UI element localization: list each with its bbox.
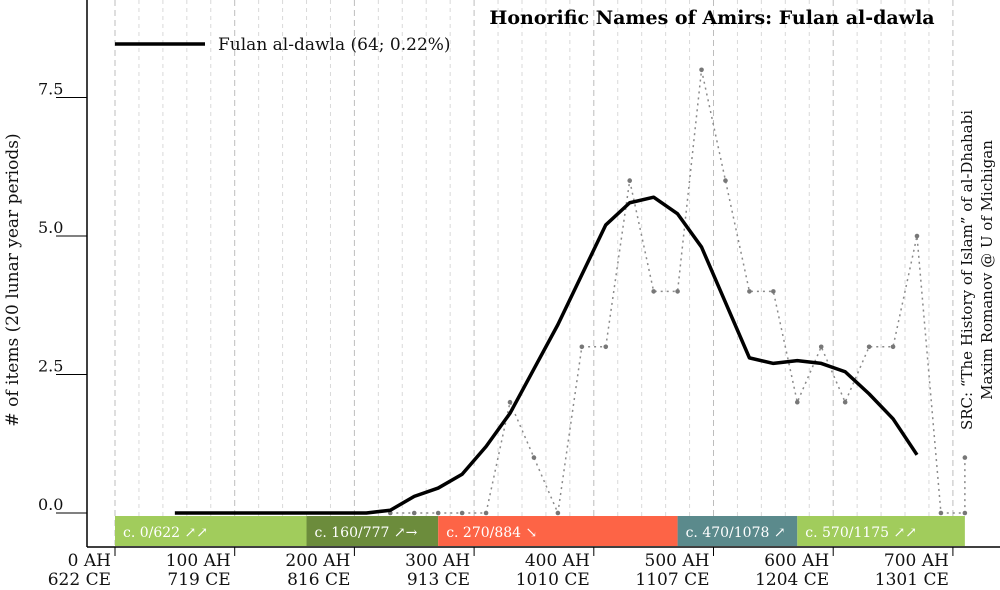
raw-count-point	[603, 344, 609, 350]
raw-count-point	[914, 233, 920, 239]
x-tick-label-ce: 913 CE	[407, 570, 470, 590]
x-tick-label-ah: 300 AH	[405, 551, 470, 571]
raw-count-point	[483, 510, 489, 516]
grid-lines	[114, 0, 954, 545]
raw-count-point	[411, 510, 417, 516]
raw-count-point	[531, 455, 537, 460]
period-band-label: c. 470/1078 ↗	[686, 525, 786, 541]
x-tick-label-ce: 719 CE	[167, 570, 230, 590]
y-axis-label: # of items (20 lunar year periods)	[3, 133, 23, 426]
raw-count-point	[459, 510, 465, 516]
x-tick-label-ce: 1204 CE	[755, 570, 829, 590]
raw-count-point	[507, 399, 513, 405]
raw-count-point	[651, 289, 656, 294]
chart-title: Honorific Names of Amirs: Fulan al-dawla	[489, 7, 934, 29]
y-tick-label: 2.5	[38, 357, 63, 376]
x-tick-label-ah: 600 AH	[764, 551, 829, 571]
raw-count-point	[699, 67, 704, 73]
period-band	[797, 516, 965, 546]
period-bands: c. 0/622 ↗↗ c. 160/777 ↗→ c. 270/884 ↘ c. 4…	[115, 516, 965, 546]
x-tick-label-ah: 200 AH	[285, 551, 350, 571]
period-band-label: c. 160/777 ↗→	[315, 525, 418, 541]
period-band	[306, 516, 439, 546]
raw-count-point	[675, 289, 680, 294]
y-tick-label: 7.5	[38, 80, 63, 99]
raw-count-point	[842, 399, 848, 405]
raw-count-point	[579, 344, 585, 350]
x-tick-label-ah: 400 AH	[525, 551, 590, 571]
raw-count-point	[794, 399, 800, 405]
x-tick-label-ce: 1010 CE	[516, 570, 590, 590]
raw-count-point	[747, 289, 752, 294]
x-tick-label-ah: 700 AH	[884, 551, 949, 571]
x-tick-label-ce: 816 CE	[287, 570, 350, 590]
legend: Fulan al-dawla (64; 0.22%)	[115, 35, 451, 55]
raw-count-point	[962, 510, 968, 516]
smoothed-series-line	[174, 195, 919, 515]
raw-count-point	[771, 289, 776, 294]
raw-count-point	[627, 178, 633, 183]
raw-count-point	[962, 455, 968, 460]
x-tick-label-ah: 100 AH	[166, 551, 231, 571]
x-tick-label-ah: 500 AH	[645, 551, 710, 571]
raw-count-line	[390, 69, 966, 516]
period-band-label: c. 570/1175 ↗↗	[805, 525, 917, 541]
raw-count-point	[555, 510, 561, 516]
raw-count-point	[938, 510, 944, 516]
period-band-label: c. 270/884 ↘	[446, 525, 537, 541]
y-tick-label: 5.0	[38, 218, 63, 237]
raw-count-point	[866, 344, 872, 350]
x-tick-label-ce: 1107 CE	[635, 570, 709, 590]
period-band	[115, 516, 307, 546]
period-band-label: c. 0/622 ↗↗	[123, 525, 208, 541]
x-tick-label-ce: 622 CE	[48, 570, 111, 590]
source-line-2: Maxim Romanov @ U of Michigan	[978, 140, 996, 400]
raw-count-point	[435, 510, 441, 516]
raw-count-point	[723, 178, 728, 183]
y-tick-label: 0.0	[38, 495, 63, 514]
raw-count-point	[818, 344, 824, 350]
raw-count-point	[890, 344, 896, 350]
x-tick-label-ce: 1301 CE	[875, 570, 949, 590]
period-band	[438, 516, 678, 546]
period-band	[677, 516, 798, 546]
source-line-1: SRC: “The History of Islam” of al-Dhahab…	[958, 110, 976, 430]
series-layer	[174, 67, 968, 516]
legend-label: Fulan al-dawla (64; 0.22%)	[218, 35, 451, 55]
x-tick-label-ah: 0 AH	[68, 551, 111, 571]
